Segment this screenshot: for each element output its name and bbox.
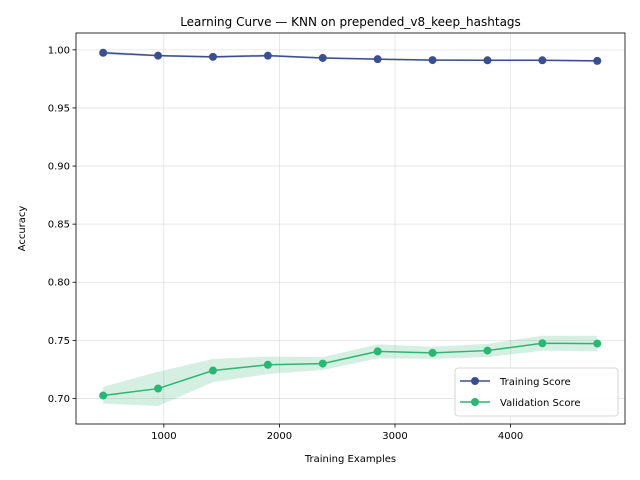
training-score-point — [538, 56, 547, 65]
validation-score-point — [318, 359, 327, 368]
validation-score-point — [538, 339, 547, 348]
training-score-point — [154, 51, 163, 60]
confidence-bands — [103, 51, 598, 406]
training-score-point — [99, 48, 108, 57]
validation-score-point — [263, 360, 272, 369]
y-tick-label: 0.85 — [48, 220, 70, 231]
plot-frame — [75, 32, 626, 425]
x-tick-label: 2000 — [267, 431, 292, 442]
y-tick-label: 0.70 — [48, 394, 70, 405]
validation-score-point — [154, 384, 163, 393]
x-tick-label: 1000 — [151, 431, 176, 442]
legend: Training Score Validation Score — [454, 367, 619, 417]
training-score-point — [593, 56, 602, 65]
x-axis-ticks: 1000 2000 3000 4000 — [151, 424, 523, 442]
training-score-line — [103, 52, 598, 62]
legend-box — [454, 367, 619, 417]
y-axis-label: Accuracy — [17, 206, 28, 252]
legend-validation-marker — [471, 398, 479, 406]
validation-score-point — [373, 347, 382, 356]
validation-score-band — [103, 335, 598, 406]
validation-score-point — [208, 366, 217, 375]
y-tick-label: 0.95 — [48, 103, 70, 114]
series-lines — [99, 48, 602, 400]
training-score-point — [428, 56, 437, 65]
chart-title: Learning Curve — KNN on prepended_v8_kee… — [180, 15, 521, 29]
validation-score-point — [593, 339, 602, 348]
training-score-point — [318, 53, 327, 62]
legend-training-marker — [471, 377, 479, 385]
y-axis-ticks: 0.70 0.75 0.80 0.85 0.90 0.95 1.00 — [48, 45, 76, 405]
training-score-point — [208, 52, 217, 61]
y-tick-label: 1.00 — [48, 45, 70, 56]
validation-score-point — [99, 391, 108, 400]
x-tick-label: 4000 — [498, 431, 523, 442]
x-axis-label: Training Examples — [304, 454, 396, 465]
validation-score-point — [428, 348, 437, 357]
validation-score-line — [103, 342, 598, 397]
y-tick-label: 0.90 — [48, 162, 70, 173]
y-tick-label: 0.80 — [48, 278, 70, 289]
grid — [76, 33, 625, 424]
x-tick-label: 3000 — [382, 431, 407, 442]
training-score-point — [263, 51, 272, 60]
validation-score-point — [483, 346, 492, 355]
training-score-point — [373, 55, 382, 64]
training-score-point — [483, 56, 492, 65]
legend-training-label: Training Score — [499, 377, 571, 388]
legend-validation-label: Validation Score — [500, 398, 581, 409]
y-tick-label: 0.75 — [48, 336, 70, 347]
